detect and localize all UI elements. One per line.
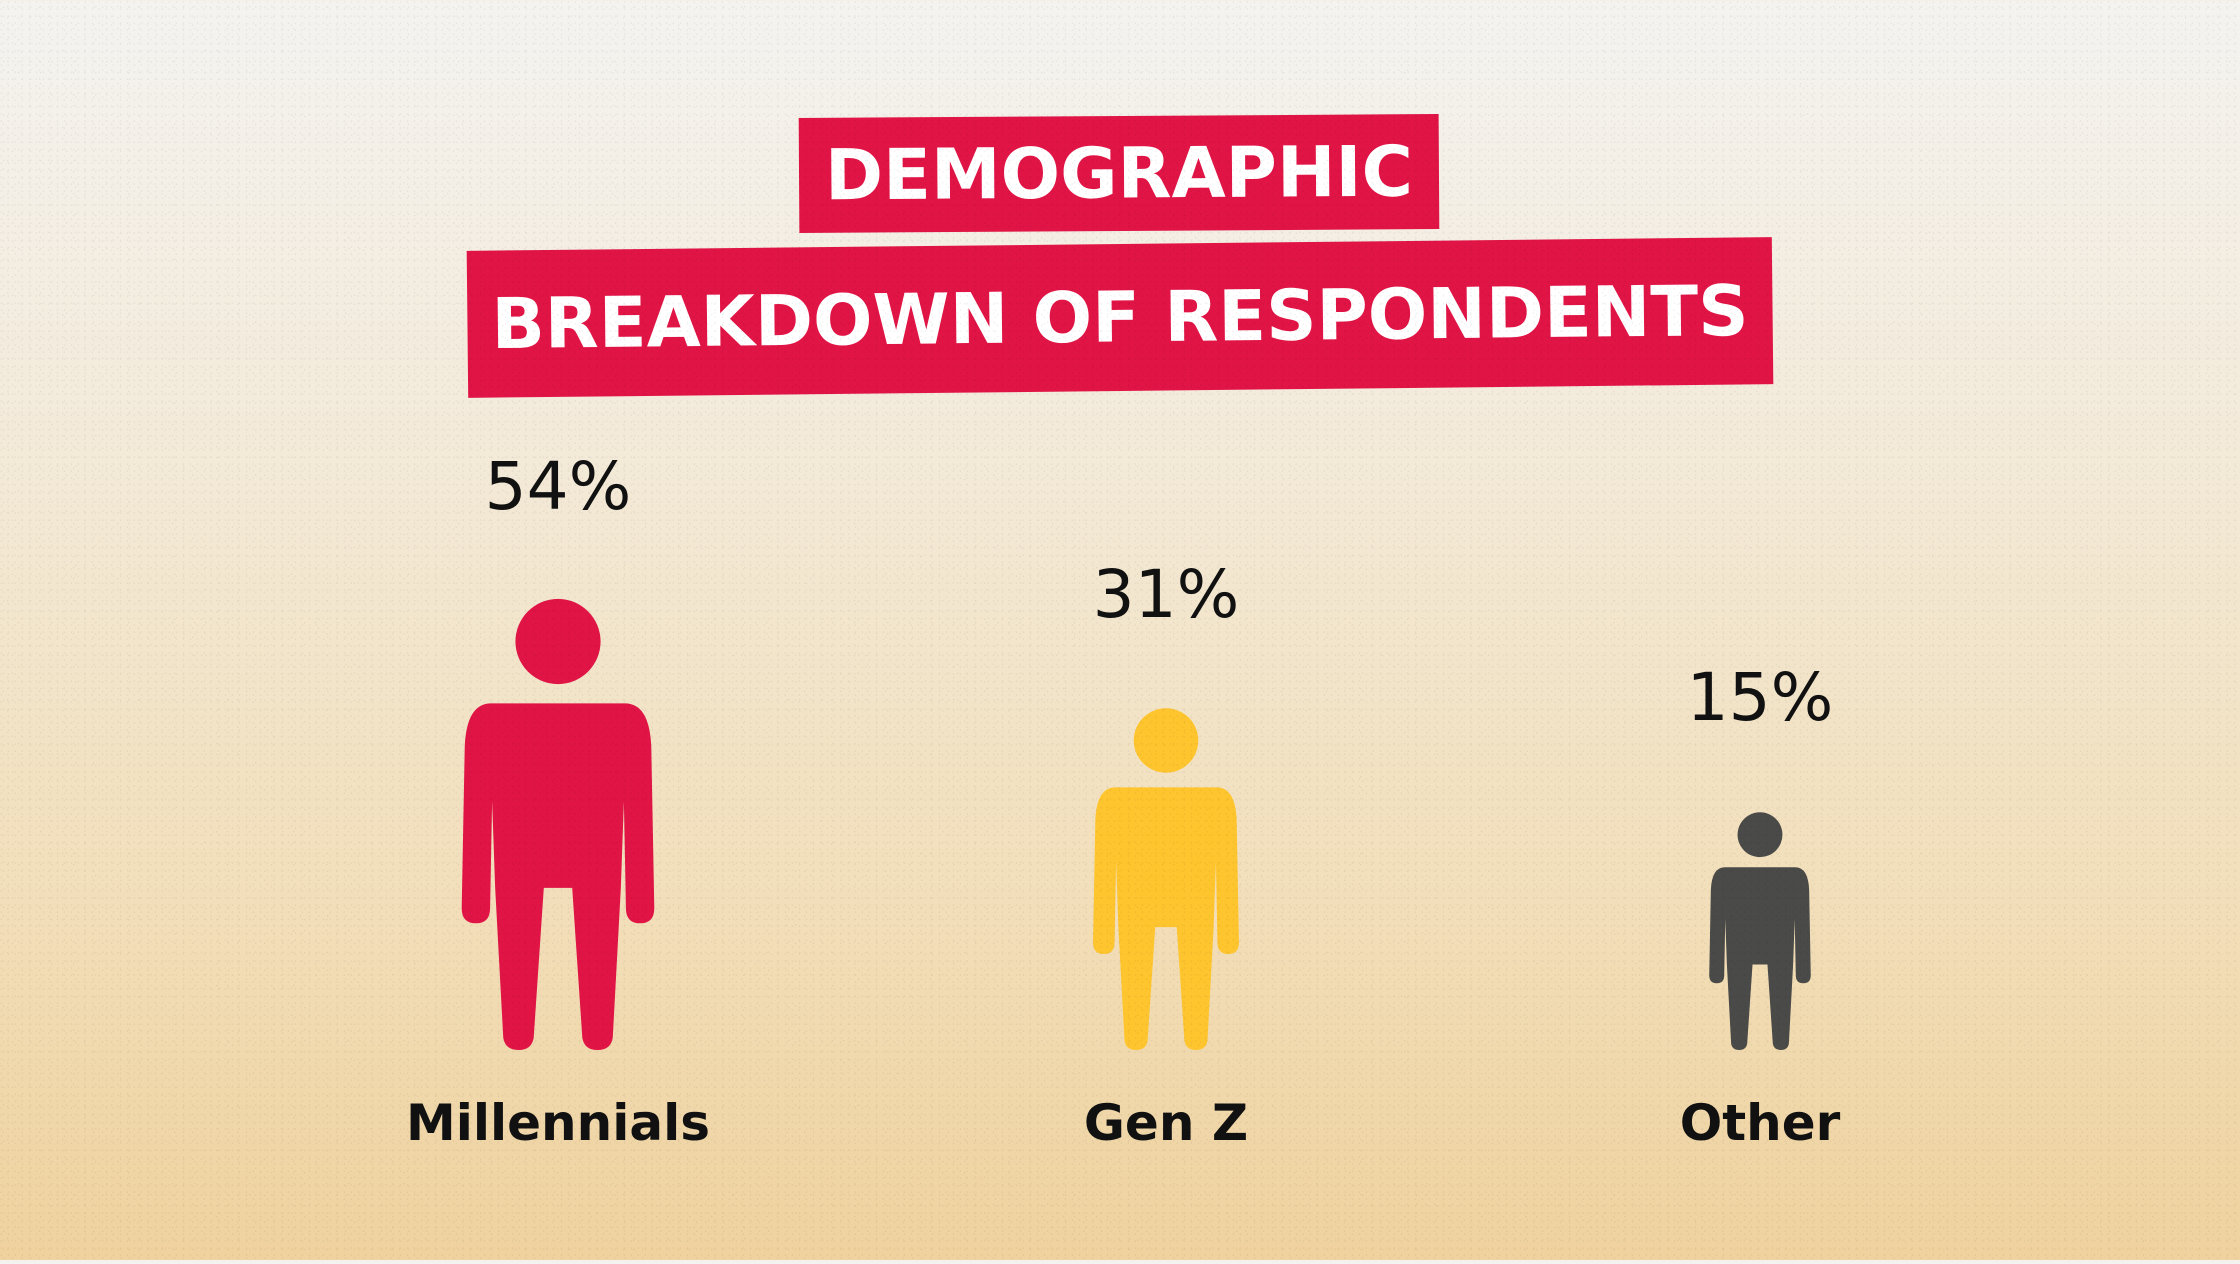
figure-body <box>1093 787 1239 1050</box>
figure-group-2: 31% Gen Z <box>1084 556 1248 1152</box>
figure-group-3: 15% Other <box>1680 659 1841 1152</box>
figure-body <box>461 703 655 1050</box>
category-label: Other <box>1680 1094 1841 1152</box>
title-banner-background <box>798 114 1440 233</box>
value-label: 15% <box>1687 659 1834 736</box>
person-figure-gen-z <box>1093 708 1239 1050</box>
chart-title: DEMOGRAPHIC BREAKDOWN OF RESPONDENTS <box>466 114 1774 398</box>
figure-head <box>515 598 601 685</box>
title-banner-2: BREAKDOWN OF RESPONDENTS <box>466 237 1774 398</box>
figure-group-1: 54% Millennials <box>406 448 710 1152</box>
figure-head <box>1737 812 1783 858</box>
person-figure-other <box>1709 812 1811 1050</box>
category-label: Millennials <box>406 1094 710 1152</box>
category-label: Gen Z <box>1084 1094 1248 1152</box>
figure-body <box>1709 867 1811 1050</box>
title-line-1: DEMOGRAPHIC <box>825 131 1413 217</box>
figure-head <box>1133 708 1199 773</box>
title-line-2: BREAKDOWN OF RESPONDENTS <box>491 270 1749 365</box>
person-figure-millennials <box>461 598 655 1050</box>
value-label: 54% <box>485 448 632 525</box>
value-label: 31% <box>1093 556 1240 633</box>
title-banner-background <box>466 237 1774 398</box>
title-banner-1: DEMOGRAPHIC <box>798 114 1440 233</box>
